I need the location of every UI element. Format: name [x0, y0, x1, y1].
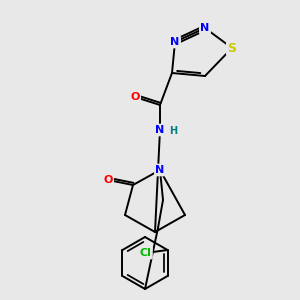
- Text: N: N: [170, 37, 180, 47]
- Text: S: S: [227, 41, 236, 55]
- Text: Cl: Cl: [140, 248, 152, 258]
- Text: N: N: [155, 125, 165, 135]
- Text: O: O: [103, 175, 113, 185]
- Text: H: H: [169, 126, 177, 136]
- Text: N: N: [155, 165, 165, 175]
- Text: N: N: [200, 23, 210, 33]
- Text: O: O: [130, 92, 140, 102]
